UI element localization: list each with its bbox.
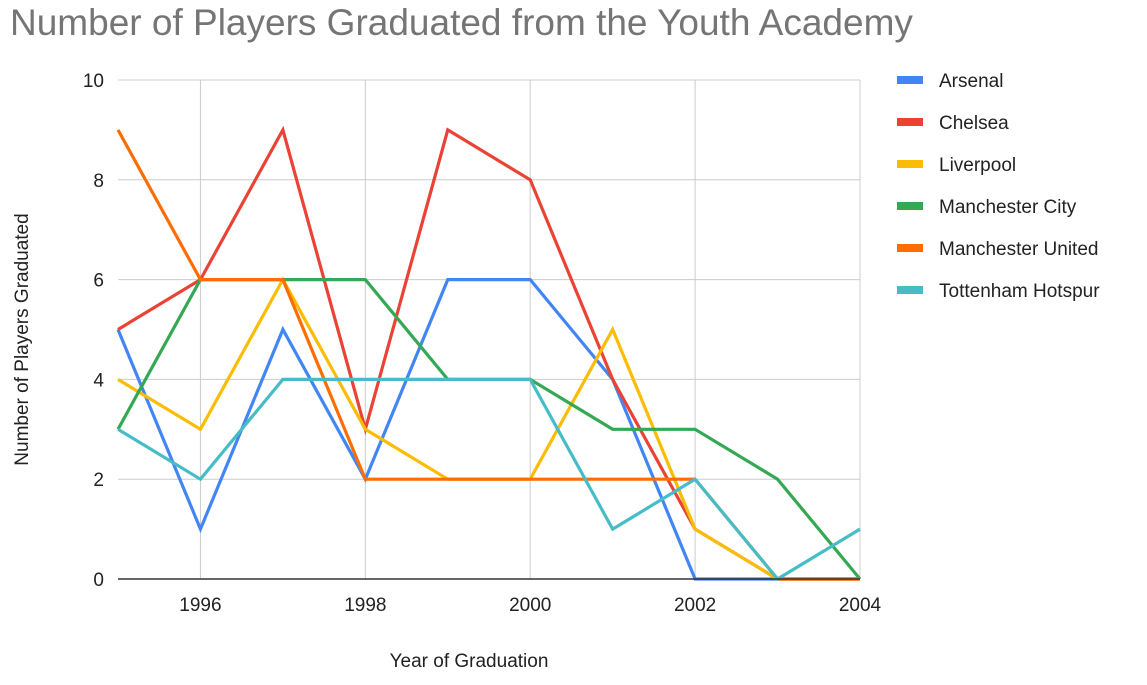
legend-label: Tottenham Hotspur	[939, 281, 1100, 302]
legend-label: Arsenal	[939, 71, 1003, 92]
y-tick-label: 6	[93, 271, 104, 292]
series-line-liverpool	[117, 276, 860, 581]
series-layer	[116, 125, 862, 582]
legend-label: Manchester United	[939, 239, 1098, 260]
legend-swatch	[897, 202, 923, 210]
legend-swatch	[897, 118, 923, 126]
y-axis-title: Number of Players Graduated	[12, 213, 33, 465]
chart-title: Number of Players Graduated from the You…	[10, 2, 913, 43]
legend-swatch	[897, 76, 923, 84]
legend-swatch	[897, 160, 923, 168]
series-line-arsenal	[116, 278, 860, 581]
y-tick-label: 4	[93, 370, 104, 391]
x-tick-label: 2000	[509, 595, 551, 616]
legend-item-manchester-united: Manchester United	[897, 239, 1098, 260]
x-tick-label: 1996	[179, 595, 221, 616]
series-line-manchester-united	[116, 129, 860, 581]
x-axis-title: Year of Graduation	[390, 651, 549, 672]
y-tick-label: 2	[93, 470, 104, 491]
y-tick-label: 8	[93, 171, 104, 192]
y-tick-label: 0	[93, 570, 104, 591]
legend-label: Chelsea	[939, 113, 1009, 134]
legend-label: Manchester City	[939, 197, 1077, 218]
x-tick-label: 2002	[674, 595, 716, 616]
series-line-tottenham-hotspur	[117, 377, 861, 582]
series-line-chelsea	[117, 125, 860, 581]
legend-item-chelsea: Chelsea	[897, 113, 1009, 134]
x-tick-label: 2004	[839, 595, 882, 616]
legend-item-liverpool: Liverpool	[897, 155, 1016, 176]
legend-label: Liverpool	[939, 155, 1016, 176]
legend-swatch	[897, 244, 923, 252]
legend-item-arsenal: Arsenal	[897, 71, 1003, 92]
legend-item-tottenham-hotspur: Tottenham Hotspur	[897, 281, 1100, 302]
x-tick-label: 1998	[344, 595, 386, 616]
series-line-manchester-city	[116, 278, 862, 581]
legend-item-manchester-city: Manchester City	[897, 197, 1077, 218]
legend-swatch	[897, 286, 923, 294]
legend: Arsenal Chelsea Liverpool Manchester City Ma…	[897, 71, 1100, 302]
tick-labels: 0 2 4 6 8 10 1996 1998 2000 2002 2004	[83, 71, 882, 616]
y-tick-label: 10	[83, 71, 104, 92]
